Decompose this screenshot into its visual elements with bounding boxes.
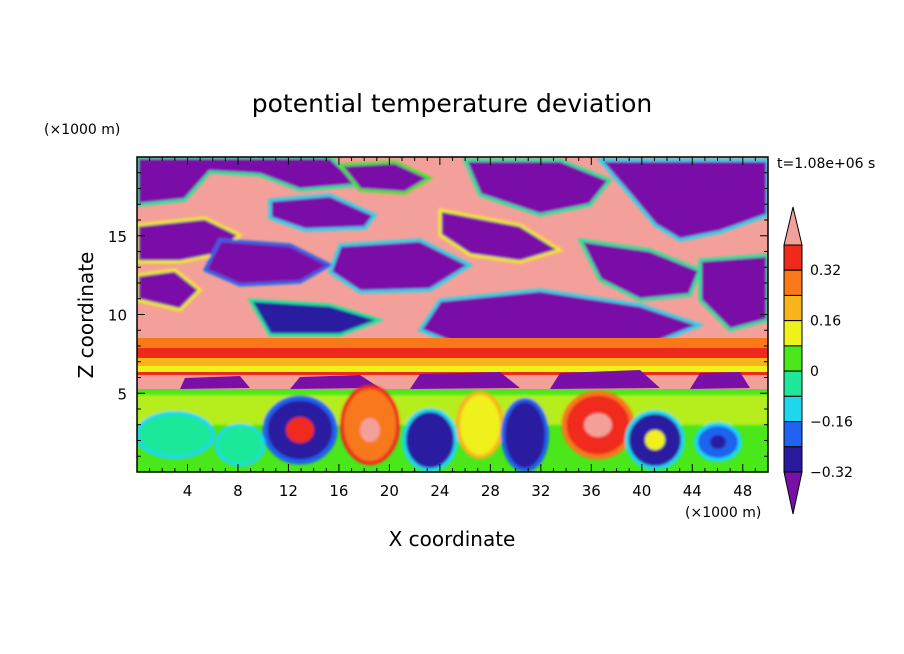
x-tick-label: 44 — [683, 482, 702, 500]
warm-band-orange — [137, 338, 768, 350]
colorbar-label: −0.16 — [810, 415, 853, 431]
vortex — [710, 435, 726, 449]
upper-purple-patch — [328, 238, 474, 294]
y-ticks — [137, 172, 768, 457]
x-tick-label: 8 — [233, 482, 243, 500]
lower-vortices — [137, 385, 768, 472]
colorbar-box — [783, 421, 803, 448]
colorbar-box — [783, 395, 803, 423]
x-tick-label: 32 — [531, 482, 550, 500]
vortex — [360, 418, 380, 442]
vortex — [402, 408, 458, 472]
vortex — [137, 411, 215, 459]
upper-purple-patch — [596, 158, 768, 242]
upper-purple-patch — [438, 208, 564, 264]
x-tick-label: 40 — [632, 482, 651, 500]
vortex — [645, 430, 665, 450]
colorbar-bottom-extend — [783, 471, 803, 515]
colorbar-box — [783, 345, 803, 372]
vortex — [456, 391, 504, 459]
colorbar: 0.32 0.16 0 −0.16 −0.32 — [783, 206, 853, 515]
upper-purple-patch — [137, 268, 203, 312]
upper-purple-patch — [337, 160, 434, 195]
x-ticks — [149, 157, 756, 472]
x-axis-label: X coordinate — [389, 527, 516, 551]
vortex — [286, 417, 314, 443]
vortex — [584, 413, 612, 437]
warm-band-red — [137, 348, 768, 358]
colorbar-top-extend — [783, 206, 803, 246]
colorbar-box — [783, 269, 803, 296]
y-tick-labels: 5 10 15 — [108, 228, 127, 404]
colorbar-box — [783, 370, 803, 397]
plot-area — [137, 157, 768, 472]
vortex — [214, 423, 266, 467]
y-tick-label: 10 — [108, 307, 127, 325]
x-tick-label: 16 — [329, 482, 348, 500]
colorbar-box — [783, 294, 803, 322]
colorbar-box — [783, 446, 803, 473]
y-tick-label: 5 — [117, 385, 127, 403]
y-unit-label: (×1000 m) — [44, 122, 120, 138]
colorbar-label: 0.16 — [810, 314, 841, 330]
x-tick-label: 24 — [430, 482, 449, 500]
y-axis-label: Z coordinate — [74, 252, 98, 379]
x-tick-label: 20 — [380, 482, 399, 500]
x-tick-label: 48 — [733, 482, 752, 500]
x-tick-label: 12 — [279, 482, 298, 500]
x-unit-label: (×1000 m) — [685, 505, 761, 521]
x-tick-label: 4 — [183, 482, 193, 500]
x-tick-label: 28 — [481, 482, 500, 500]
x-tick-labels: 4 8 12 16 20 24 28 32 36 40 44 48 — [183, 482, 753, 500]
upper-purple-patch — [577, 238, 702, 302]
warm-band-orange — [137, 358, 768, 366]
y-tick-label: 15 — [108, 228, 127, 246]
warm-band-yellow — [137, 366, 768, 374]
colorbar-label: 0.32 — [810, 263, 841, 279]
colorbar-box — [783, 320, 803, 347]
upper-purple-patch — [247, 298, 385, 337]
vortex — [501, 398, 549, 472]
upper-purple-patch — [698, 253, 768, 332]
upper-field — [137, 157, 768, 362]
colorbar-label: −0.32 — [810, 465, 853, 481]
upper-purple-patch — [462, 158, 613, 217]
time-label: t=1.08e+06 s — [777, 156, 875, 172]
x-tick-label: 36 — [582, 482, 601, 500]
chart-title: potential temperature deviation — [252, 89, 652, 118]
colorbar-box — [783, 244, 803, 271]
upper-purple-patch — [202, 238, 334, 287]
mid-band-purple — [180, 370, 750, 389]
upper-purple-patch — [268, 193, 378, 232]
colorbar-label: 0 — [810, 364, 819, 380]
